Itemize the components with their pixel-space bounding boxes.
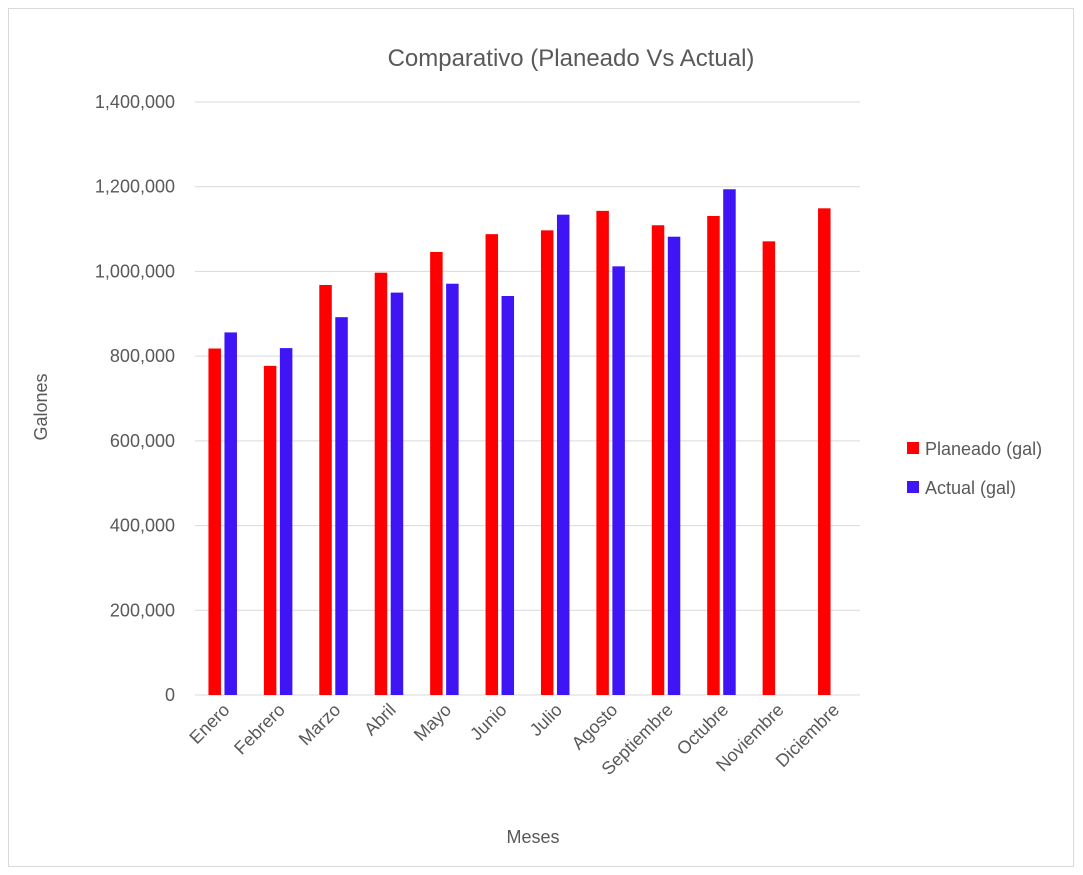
x-tick-label: Abril xyxy=(360,700,400,740)
bar-planeado-agosto xyxy=(596,210,609,696)
y-axis-tick-labels: 0 200,000 400,000 600,000 800,000 1,000,000 1,… xyxy=(95,92,175,705)
bar-planeado-febrero xyxy=(263,365,277,695)
bar-planeado-diciembre xyxy=(818,208,831,696)
bar-actual-octubre xyxy=(723,189,736,695)
bar-planeado-noviembre xyxy=(762,241,776,696)
y-axis-title: Galones xyxy=(31,373,51,440)
y-tick-label: 200,000 xyxy=(110,600,175,620)
bar-actual-marzo xyxy=(335,317,348,695)
x-tick-label: Marzo xyxy=(295,700,345,750)
legend-label: Actual (gal) xyxy=(925,478,1016,498)
y-tick-label: 0 xyxy=(165,685,175,705)
x-tick-label: Mayo xyxy=(410,700,455,745)
bar-actual-febrero xyxy=(279,348,293,695)
y-tick-label: 1,000,000 xyxy=(95,261,175,281)
x-tick-label: Agosto xyxy=(568,700,622,754)
bar-planeado-junio xyxy=(485,234,499,695)
bar-planeado-mayo xyxy=(430,251,443,696)
y-tick-label: 1,200,000 xyxy=(95,177,175,197)
legend-label: Planeado (gal) xyxy=(925,439,1042,459)
legend: Planeado (gal) Actual (gal) xyxy=(907,439,1042,498)
bar-actual-abril xyxy=(390,292,404,695)
x-axis-title: Meses xyxy=(506,827,559,847)
chart-frame: Comparativo (Planeado Vs Actual) 0 200,00… xyxy=(8,8,1074,867)
bar-actual-mayo xyxy=(446,283,459,695)
x-tick-label: Febrero xyxy=(230,700,289,759)
y-tick-label: 400,000 xyxy=(110,516,175,536)
x-tick-label: Junio xyxy=(466,700,511,745)
bar-planeado-septiembre xyxy=(651,225,665,696)
legend-swatch xyxy=(907,442,919,454)
y-tick-label: 800,000 xyxy=(110,346,175,366)
y-tick-label: 1,400,000 xyxy=(95,92,175,112)
bar-planeado-enero xyxy=(208,348,221,695)
chart-title: Comparativo (Planeado Vs Actual) xyxy=(388,45,755,72)
legend-swatch xyxy=(907,481,919,493)
bar-planeado-abril xyxy=(374,272,388,695)
bar-actual-enero xyxy=(224,332,237,695)
y-tick-label: 600,000 xyxy=(110,431,175,451)
bar-chart: Comparativo (Planeado Vs Actual) 0 200,00… xyxy=(31,45,1042,847)
x-tick-label: Enero xyxy=(185,700,233,748)
bar-actual-agosto xyxy=(612,266,625,695)
bars xyxy=(208,189,831,696)
bar-planeado-julio xyxy=(540,230,554,695)
bar-actual-junio xyxy=(501,295,515,695)
bar-actual-julio xyxy=(556,214,570,696)
x-tick-label: Julio xyxy=(526,700,566,740)
gridlines xyxy=(195,101,860,696)
bar-planeado-octubre xyxy=(707,215,720,695)
bar-planeado-marzo xyxy=(319,284,332,695)
bar-actual-septiembre xyxy=(667,236,681,695)
